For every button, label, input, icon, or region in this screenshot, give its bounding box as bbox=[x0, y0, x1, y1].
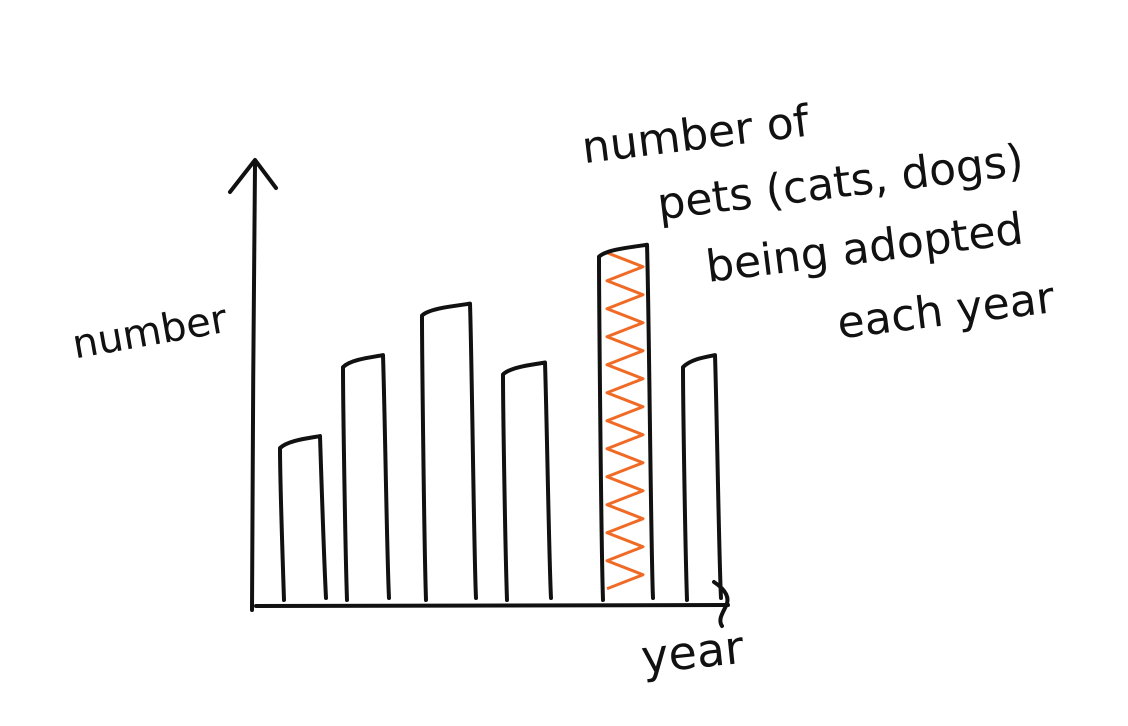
y-axis-arrow-icon bbox=[228, 158, 278, 194]
x-axis-line bbox=[254, 603, 730, 608]
y-axis-label: number bbox=[69, 296, 231, 369]
bar bbox=[420, 301, 478, 602]
bar bbox=[501, 360, 553, 602]
title-line-1: number of bbox=[579, 96, 813, 175]
bars-group bbox=[278, 242, 723, 602]
bar bbox=[341, 353, 391, 602]
bar bbox=[681, 353, 723, 602]
chart-title: number of pets (cats, dogs) being adopte… bbox=[579, 96, 1058, 350]
bar-highlight-fill bbox=[605, 251, 645, 591]
y-axis-line bbox=[250, 163, 257, 612]
x-axis-label: year bbox=[638, 620, 746, 684]
bar bbox=[597, 242, 655, 602]
title-line-4: each year bbox=[834, 272, 1058, 349]
bar bbox=[278, 434, 328, 602]
